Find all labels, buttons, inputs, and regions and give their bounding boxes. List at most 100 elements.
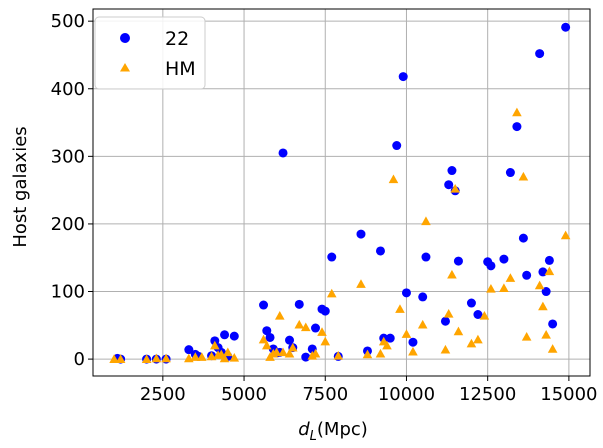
point-hm <box>190 352 201 361</box>
point-hm <box>382 340 392 350</box>
point-hm <box>356 279 366 288</box>
point-hm <box>310 348 321 358</box>
point-hm <box>219 353 230 363</box>
point-hm <box>417 319 428 329</box>
x-tick-label: 5000 <box>221 384 267 405</box>
point-hm <box>538 301 548 311</box>
point-hm <box>450 183 460 193</box>
point-hm <box>161 353 171 363</box>
point-hm <box>375 348 386 358</box>
point-hm <box>395 304 405 313</box>
point-22 <box>447 166 457 176</box>
point-22 <box>408 337 418 347</box>
point-hm <box>505 273 516 282</box>
point-22 <box>453 256 463 266</box>
legend-label-22: 22 <box>165 28 189 50</box>
point-hm <box>421 216 431 226</box>
point-22 <box>440 316 450 326</box>
y-tick-label: 300 <box>51 146 85 167</box>
point-hm <box>388 174 399 184</box>
y-tick-label: 0 <box>74 349 85 370</box>
y-tick-label: 100 <box>51 282 85 303</box>
legend-marker-hm <box>120 63 130 72</box>
point-hm <box>271 347 282 357</box>
point-hm <box>440 344 451 354</box>
point-hm <box>317 327 327 336</box>
point-22 <box>522 270 532 280</box>
point-hm <box>534 280 545 290</box>
point-22 <box>311 323 321 333</box>
point-22 <box>505 168 515 178</box>
point-22 <box>512 122 522 132</box>
legend-marker-22 <box>120 33 130 43</box>
point-hm <box>320 336 331 346</box>
point-22 <box>327 252 337 262</box>
x-tick-label: 7500 <box>302 384 348 405</box>
point-hm <box>541 329 551 339</box>
y-tick-label: 400 <box>51 79 85 100</box>
point-22 <box>544 255 554 265</box>
point-22 <box>265 332 275 342</box>
point-hm <box>261 340 272 350</box>
point-hm <box>109 354 119 363</box>
point-22 <box>229 331 239 341</box>
point-hm <box>141 354 152 363</box>
point-hm <box>362 349 373 359</box>
point-22 <box>320 306 330 316</box>
point-22 <box>184 345 194 355</box>
point-22 <box>385 333 395 343</box>
x-tick-label: 10000 <box>378 384 435 405</box>
point-hm <box>333 350 344 360</box>
point-22 <box>548 319 558 329</box>
point-22 <box>294 299 304 309</box>
point-hm <box>278 347 288 357</box>
point-22 <box>535 49 545 59</box>
point-hm <box>560 230 571 240</box>
data-points <box>109 22 571 364</box>
point-hm <box>294 319 305 329</box>
point-22 <box>375 246 385 256</box>
point-hm <box>443 309 454 318</box>
y-tick-label: 200 <box>51 214 85 235</box>
point-hm <box>512 107 522 117</box>
point-22 <box>499 254 509 264</box>
point-hm <box>151 353 162 363</box>
x-tick-label: 2500 <box>140 384 186 405</box>
point-22 <box>356 229 366 239</box>
point-hm <box>287 342 298 352</box>
point-22 <box>418 292 428 302</box>
point-22 <box>398 72 408 82</box>
plot-frame <box>92 8 591 377</box>
point-hm <box>453 326 464 336</box>
point-hm <box>401 329 412 338</box>
y-axis-ticks: 0 100 200 300 400 500 <box>51 11 93 370</box>
point-22 <box>486 261 496 271</box>
x-tick-label: 15000 <box>540 384 597 405</box>
x-axis-ticks: 2500 5000 7500 10000 12500 15000 <box>140 376 598 405</box>
point-hm <box>115 354 126 363</box>
y-tick-label: 500 <box>51 11 85 32</box>
point-hm <box>300 322 311 332</box>
point-22 <box>561 22 571 32</box>
legend: 22 HM <box>94 16 206 90</box>
point-22 <box>466 298 476 308</box>
point-22 <box>421 252 431 262</box>
point-22 <box>278 148 288 158</box>
x-axis-label: dL(Mpc) <box>298 419 368 444</box>
point-hm <box>284 348 295 358</box>
point-hm <box>229 352 240 362</box>
point-22 <box>473 309 483 319</box>
point-22 <box>518 233 528 243</box>
point-hm <box>479 311 490 320</box>
point-hm <box>499 283 509 292</box>
point-22 <box>262 326 272 336</box>
point-22 <box>259 300 269 310</box>
point-hm <box>274 311 285 320</box>
point-hm <box>447 269 457 279</box>
point-hm <box>466 338 477 348</box>
point-22 <box>220 330 230 340</box>
point-22 <box>392 141 402 151</box>
point-hm <box>197 352 207 361</box>
point-hm <box>518 171 529 181</box>
point-hm <box>210 340 220 350</box>
